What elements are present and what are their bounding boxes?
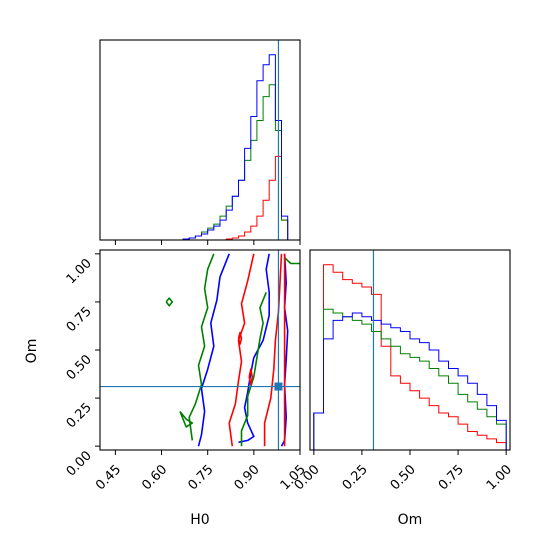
om-hist-red — [313, 264, 507, 450]
contour-green-outer-left — [188, 253, 215, 441]
x-axis-label-om: Om — [398, 512, 423, 528]
h0-hist-blue — [176, 54, 289, 241]
contour-red-island-1 — [237, 331, 243, 345]
x-tick-label-om-4: 1.00 — [484, 462, 515, 493]
truth-marker — [274, 382, 283, 391]
h0-hist-frame — [99, 39, 301, 241]
x-tick-label-h0-2: 0.75 — [185, 462, 216, 493]
y-tick-label-om-0: 0.00 — [64, 448, 95, 479]
x-tick-label-h0-1: 0.60 — [139, 462, 170, 493]
contour-frame — [99, 249, 301, 451]
x-tick-label-h0-0: 0.45 — [93, 462, 124, 493]
y-axis-label-om: Om — [24, 339, 40, 364]
contour-green-inner — [240, 292, 267, 447]
contour-green-blob — [179, 410, 194, 428]
y-tick-label-om-3: 0.75 — [64, 304, 95, 335]
y-tick-label-om-1: 0.25 — [64, 400, 95, 431]
x-tick-label-h0-3: 0.90 — [232, 462, 263, 493]
h0-hist-green — [176, 84, 289, 241]
om-hist-green — [313, 308, 507, 450]
contour-red-island-2 — [248, 368, 254, 386]
contour-green-top-right — [284, 257, 300, 265]
contour-blue-inner — [238, 253, 270, 444]
y-tick-label-om-2: 0.50 — [64, 352, 95, 383]
h0-om-contour-panel: 0.45 0.60 0.75 0.90 1.050.000.250.500.751.00 — [64, 249, 309, 493]
contour-blue-outer-left — [197, 253, 230, 447]
om-histogram-panel: 0.00 0.25 0.50 0.75 1.00 — [292, 249, 515, 493]
om-hist-frame — [309, 249, 511, 451]
om-hist-blue — [313, 312, 507, 450]
contour-green-diamond — [165, 297, 174, 307]
x-tick-label-om-1: 0.25 — [340, 462, 371, 493]
y-tick-label-om-4: 1.00 — [64, 256, 95, 287]
h0-histogram-panel — [99, 39, 301, 245]
x-tick-label-om-3: 0.75 — [436, 462, 467, 493]
x-tick-label-om-2: 0.50 — [388, 462, 419, 493]
contour-red-mid — [263, 253, 283, 447]
axis-labels: H0 Om Om — [24, 339, 422, 528]
x-axis-label-h0: H0 — [190, 512, 209, 528]
contour-red-outer-left — [228, 253, 255, 447]
